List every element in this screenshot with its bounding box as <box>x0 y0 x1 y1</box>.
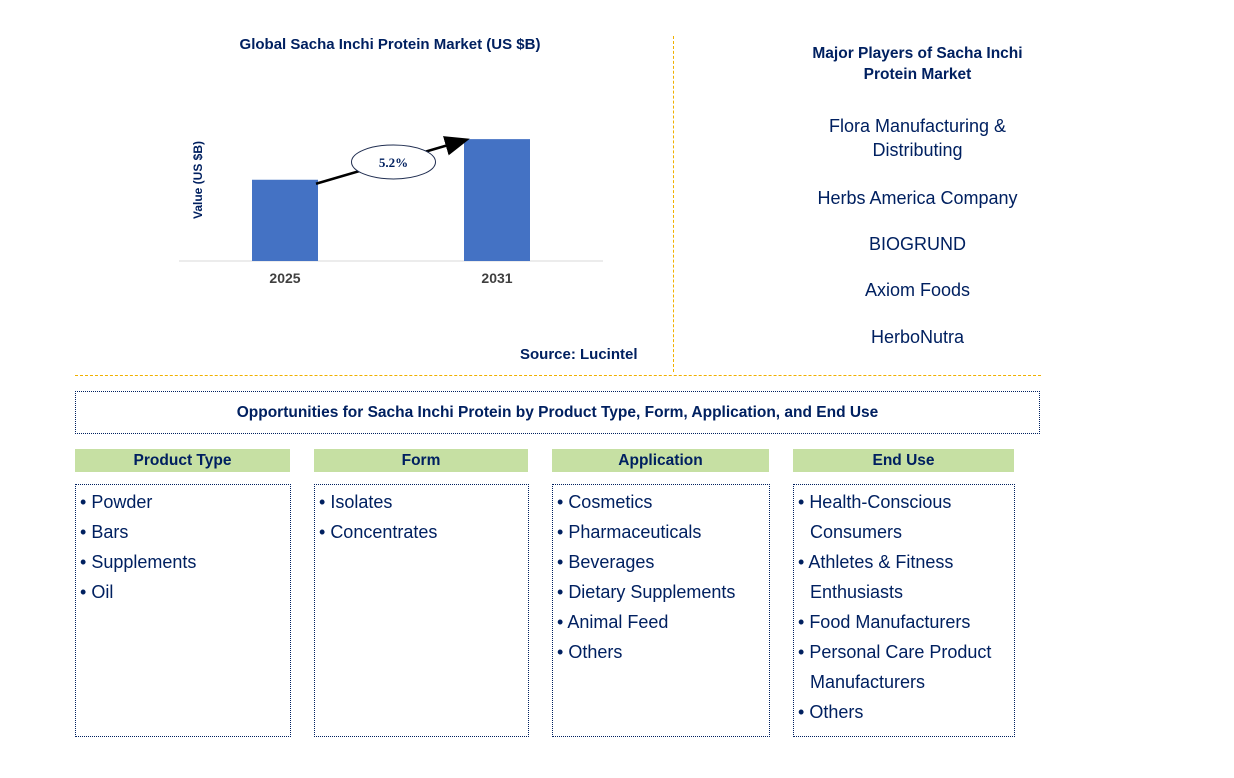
player-biogrund: BIOGRUND <box>868 234 966 254</box>
header-product-type: Product Type <box>75 449 290 472</box>
vertical-divider <box>673 36 674 372</box>
list-product-type: Powder Bars Supplements Oil <box>75 484 291 737</box>
x-tick-label: 2025 <box>269 270 300 286</box>
list-item: Powder <box>80 487 286 517</box>
player-axiom: Axiom Foods <box>864 280 971 300</box>
list-item: Personal Care Product Manufacturers <box>798 637 1010 697</box>
list-application: Cosmetics Pharmaceuticals Beverages Diet… <box>552 484 770 737</box>
horizontal-divider <box>75 375 1041 376</box>
list-item: Beverages <box>557 547 765 577</box>
opportunities-banner: Opportunities for Sacha Inchi Protein by… <box>75 391 1040 434</box>
header-application: Application <box>552 449 769 472</box>
list-item: Health-Conscious Consumers <box>798 487 1010 547</box>
list-item: Bars <box>80 517 286 547</box>
list-item: Isolates <box>319 487 524 517</box>
header-end-use: End Use <box>793 449 1014 472</box>
list-item: Others <box>557 637 765 667</box>
cagr-label: 5.2% <box>379 155 408 170</box>
list-item: Animal Feed <box>557 607 765 637</box>
player-herbonutra: HerboNutra <box>870 327 965 347</box>
list-item: Others <box>798 697 1010 727</box>
list-item: Supplements <box>80 547 286 577</box>
chart-title: Global Sacha Inchi Protein Market (US $B… <box>239 36 541 53</box>
y-axis-label: Value (US $B) <box>191 141 205 219</box>
list-item: Oil <box>80 577 286 607</box>
player-herbs-america: Herbs America Company <box>817 188 1018 208</box>
list-item: Athletes & Fitness Enthusiasts <box>798 547 1010 607</box>
header-form: Form <box>314 449 528 472</box>
player-flora: Flora Manufacturing & Distributing <box>828 116 1007 160</box>
source-label: Source: Lucintel <box>520 346 638 363</box>
bar-2025 <box>252 179 318 261</box>
list-item: Food Manufacturers <box>798 607 1010 637</box>
list-item: Cosmetics <box>557 487 765 517</box>
list-end-use: Health-Conscious Consumers Athletes & Fi… <box>793 484 1015 737</box>
bar-chart: Value (US $B) 2025 2031 5.2% <box>179 136 603 286</box>
players-title: Major Players of Sacha Inchi Protein Mar… <box>812 45 1023 83</box>
bar-2031 <box>464 139 530 261</box>
cagr-bubble <box>351 144 436 180</box>
x-tick-label: 2031 <box>481 270 512 286</box>
list-form: Isolates Concentrates <box>314 484 529 737</box>
list-item: Dietary Supplements <box>557 577 765 607</box>
opportunities-title: Opportunities for Sacha Inchi Protein by… <box>236 403 879 421</box>
list-item: Concentrates <box>319 517 524 547</box>
list-item: Pharmaceuticals <box>557 517 765 547</box>
